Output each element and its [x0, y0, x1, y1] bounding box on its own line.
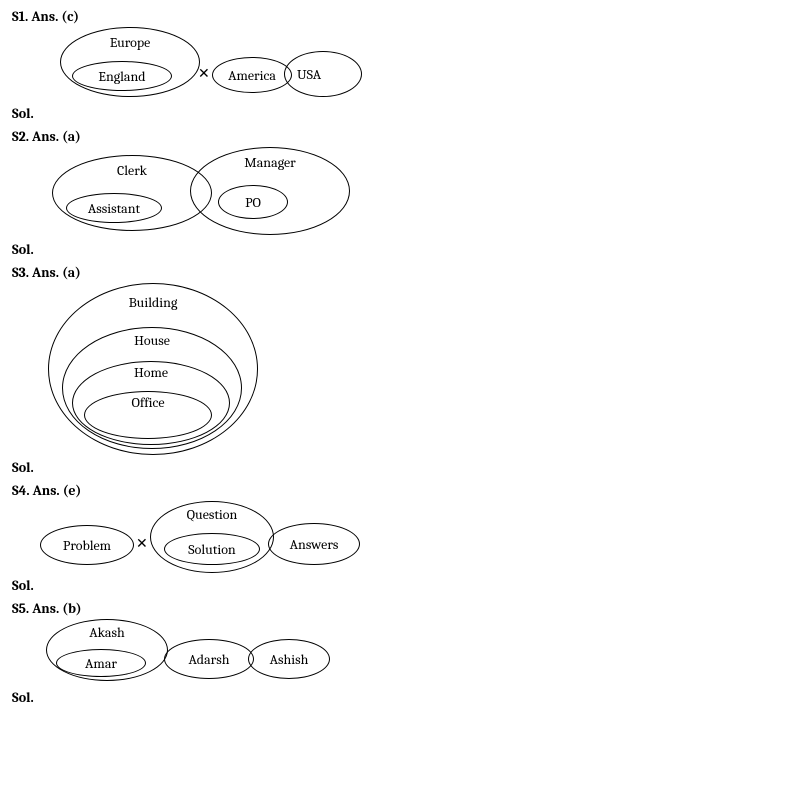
solution-header: S1. Ans. (c) [12, 8, 780, 25]
ellipse-label: USA [297, 66, 321, 83]
solution-block-2: S2. Ans. (a) Clerk Assistant Manager PO Sol. [12, 128, 780, 258]
venn-ellipse: Adarsh [164, 639, 254, 679]
ellipse-label: Adarsh [189, 651, 230, 668]
ellipse-label: America [228, 67, 276, 84]
venn-diagram: Clerk Assistant Manager PO [40, 147, 780, 241]
ellipse-label: Clerk [117, 162, 147, 179]
solution-label: Sol. [12, 459, 780, 476]
ellipse-label: Home [134, 364, 168, 381]
ellipse-label: Office [131, 394, 164, 411]
venn-ellipse: Solution [164, 533, 260, 565]
ellipse-label: Assistant [88, 200, 140, 217]
venn-ellipse: PO [218, 185, 288, 219]
ellipse-label: Europe [110, 34, 151, 51]
solution-header: S3. Ans. (a) [12, 264, 780, 281]
venn-ellipse: America [212, 57, 292, 93]
solution-label: Sol. [12, 105, 780, 122]
cross-icon: ✕ [136, 535, 148, 552]
venn-ellipse: Office [84, 391, 212, 439]
ellipse-label: PO [245, 194, 261, 211]
venn-ellipse: Ashish [248, 639, 330, 679]
venn-diagram: Akash Amar Adarsh Ashish [40, 619, 780, 689]
ellipse-label: Manager [244, 154, 295, 171]
venn-diagram: Europe England America USA ✕ [40, 27, 780, 105]
solution-label: Sol. [12, 577, 780, 594]
solution-block-5: S5. Ans. (b) Akash Amar Adarsh Ashish Sol. [12, 600, 780, 706]
ellipse-label: Building [129, 294, 178, 311]
venn-ellipse: England [72, 61, 172, 91]
solution-header: S5. Ans. (b) [12, 600, 780, 617]
venn-ellipse: Answers [268, 523, 360, 565]
venn-ellipse: USA [284, 51, 362, 97]
ellipse-label: House [134, 332, 170, 349]
ellipse-label: Question [187, 506, 238, 523]
solution-block-1: S1. Ans. (c) Europe England America USA ✕ Sol. [12, 8, 780, 122]
venn-diagram: Problem Question Solution Answers ✕ [40, 501, 780, 577]
solution-label: Sol. [12, 241, 780, 258]
solution-header: S4. Ans. (e) [12, 482, 780, 499]
venn-diagram: Building House Home Office [40, 283, 780, 459]
solution-block-3: S3. Ans. (a) Building House Home Office Sol. [12, 264, 780, 476]
solution-label: Sol. [12, 689, 780, 706]
ellipse-label: Problem [63, 537, 111, 554]
ellipse-label: Amar [85, 655, 117, 672]
solution-header: S2. Ans. (a) [12, 128, 780, 145]
venn-ellipse: Problem [40, 525, 134, 565]
venn-ellipse: Assistant [66, 193, 162, 223]
ellipse-label: England [98, 68, 145, 85]
venn-ellipse: Amar [56, 649, 146, 677]
ellipse-label: Solution [188, 541, 235, 558]
solution-block-4: S4. Ans. (e) Problem Question Solution Answe… [12, 482, 780, 594]
ellipse-label: Ashish [270, 651, 309, 668]
ellipse-label: Akash [89, 624, 124, 641]
cross-icon: ✕ [198, 65, 210, 82]
ellipse-label: Answers [290, 536, 339, 553]
